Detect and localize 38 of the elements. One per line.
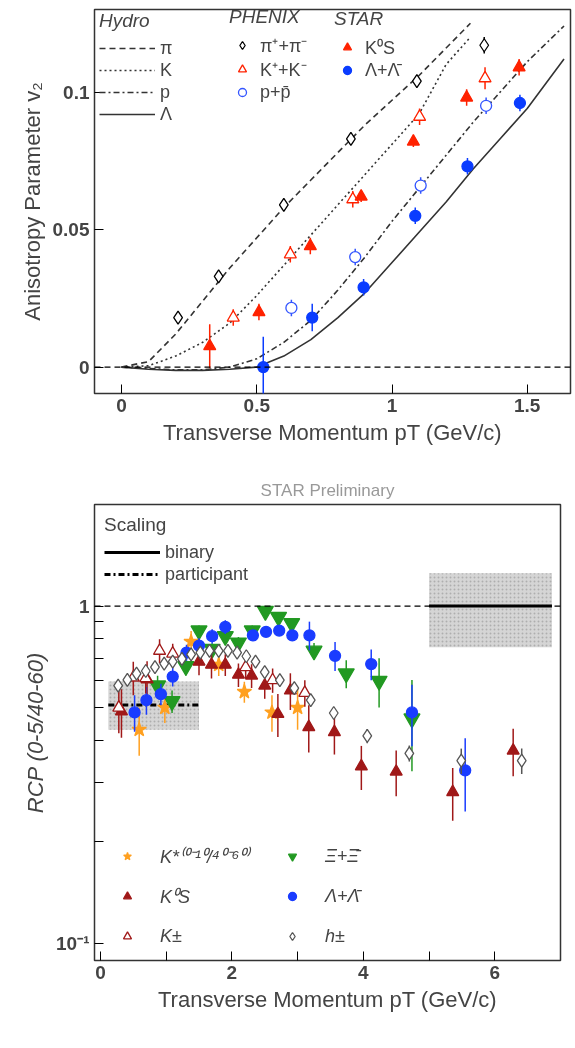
x-tick-label: 1.5 (514, 394, 541, 416)
x-tick-label: 2 (226, 961, 238, 983)
legend-label: K*⁽⁰⁻¹⁰/⁴⁰⁻⁶⁰⁾ (160, 845, 250, 869)
y-tick-label: 0 (78, 356, 90, 378)
legend-label: participant (165, 563, 249, 585)
legend-label: Λ (160, 103, 174, 125)
legend-label: π⁺+π⁻ (260, 35, 308, 57)
legend-label: π (160, 37, 174, 59)
legend-label: p (160, 81, 171, 103)
x-tick-label: 0.5 (243, 394, 271, 416)
annotation: Hydro (99, 10, 151, 32)
x-tick-label: 6 (489, 961, 501, 983)
annotation: PHENIX (229, 8, 301, 28)
x-tick-label: 0 (95, 961, 106, 983)
legend-label: Λ+Λ̄ (325, 884, 360, 908)
y-tick-label: 1 (78, 595, 90, 617)
y-tick-label: 0.1 (63, 81, 90, 103)
annotation: STAR (334, 8, 385, 30)
chart-title: STAR Preliminary (260, 480, 395, 500)
y-tick-label: 0.05 (52, 219, 90, 241)
x-tick-label: 1 (386, 394, 398, 416)
y-axis-title: Anisotropy Parameter v₂ (19, 82, 45, 321)
legend-label: K (160, 59, 173, 81)
x-tick-label: 0 (116, 394, 127, 416)
legend-label: Λ+Λ̄ (365, 59, 400, 81)
y-axis-title: RCP (0-5/40-60) (23, 652, 49, 814)
legend-title: Scaling (104, 514, 168, 536)
legend-label: p+p̄ (260, 81, 291, 103)
legend-label: K⁰S (365, 37, 396, 59)
x-tick-label: 4 (358, 961, 370, 983)
legend-label: h± (325, 924, 345, 948)
x-axis-title: Transverse Momentum pT (GeV/c) (162, 419, 502, 445)
legend-label: K± (160, 924, 182, 948)
legend-label: K⁰S (160, 886, 191, 909)
y-tick-label: 10⁻¹ (56, 932, 90, 954)
x-axis-title: Transverse Momentum pT (GeV/c) (157, 986, 497, 1012)
legend-label: binary (165, 541, 215, 563)
legend-label: K⁺+K⁻ (260, 59, 307, 81)
